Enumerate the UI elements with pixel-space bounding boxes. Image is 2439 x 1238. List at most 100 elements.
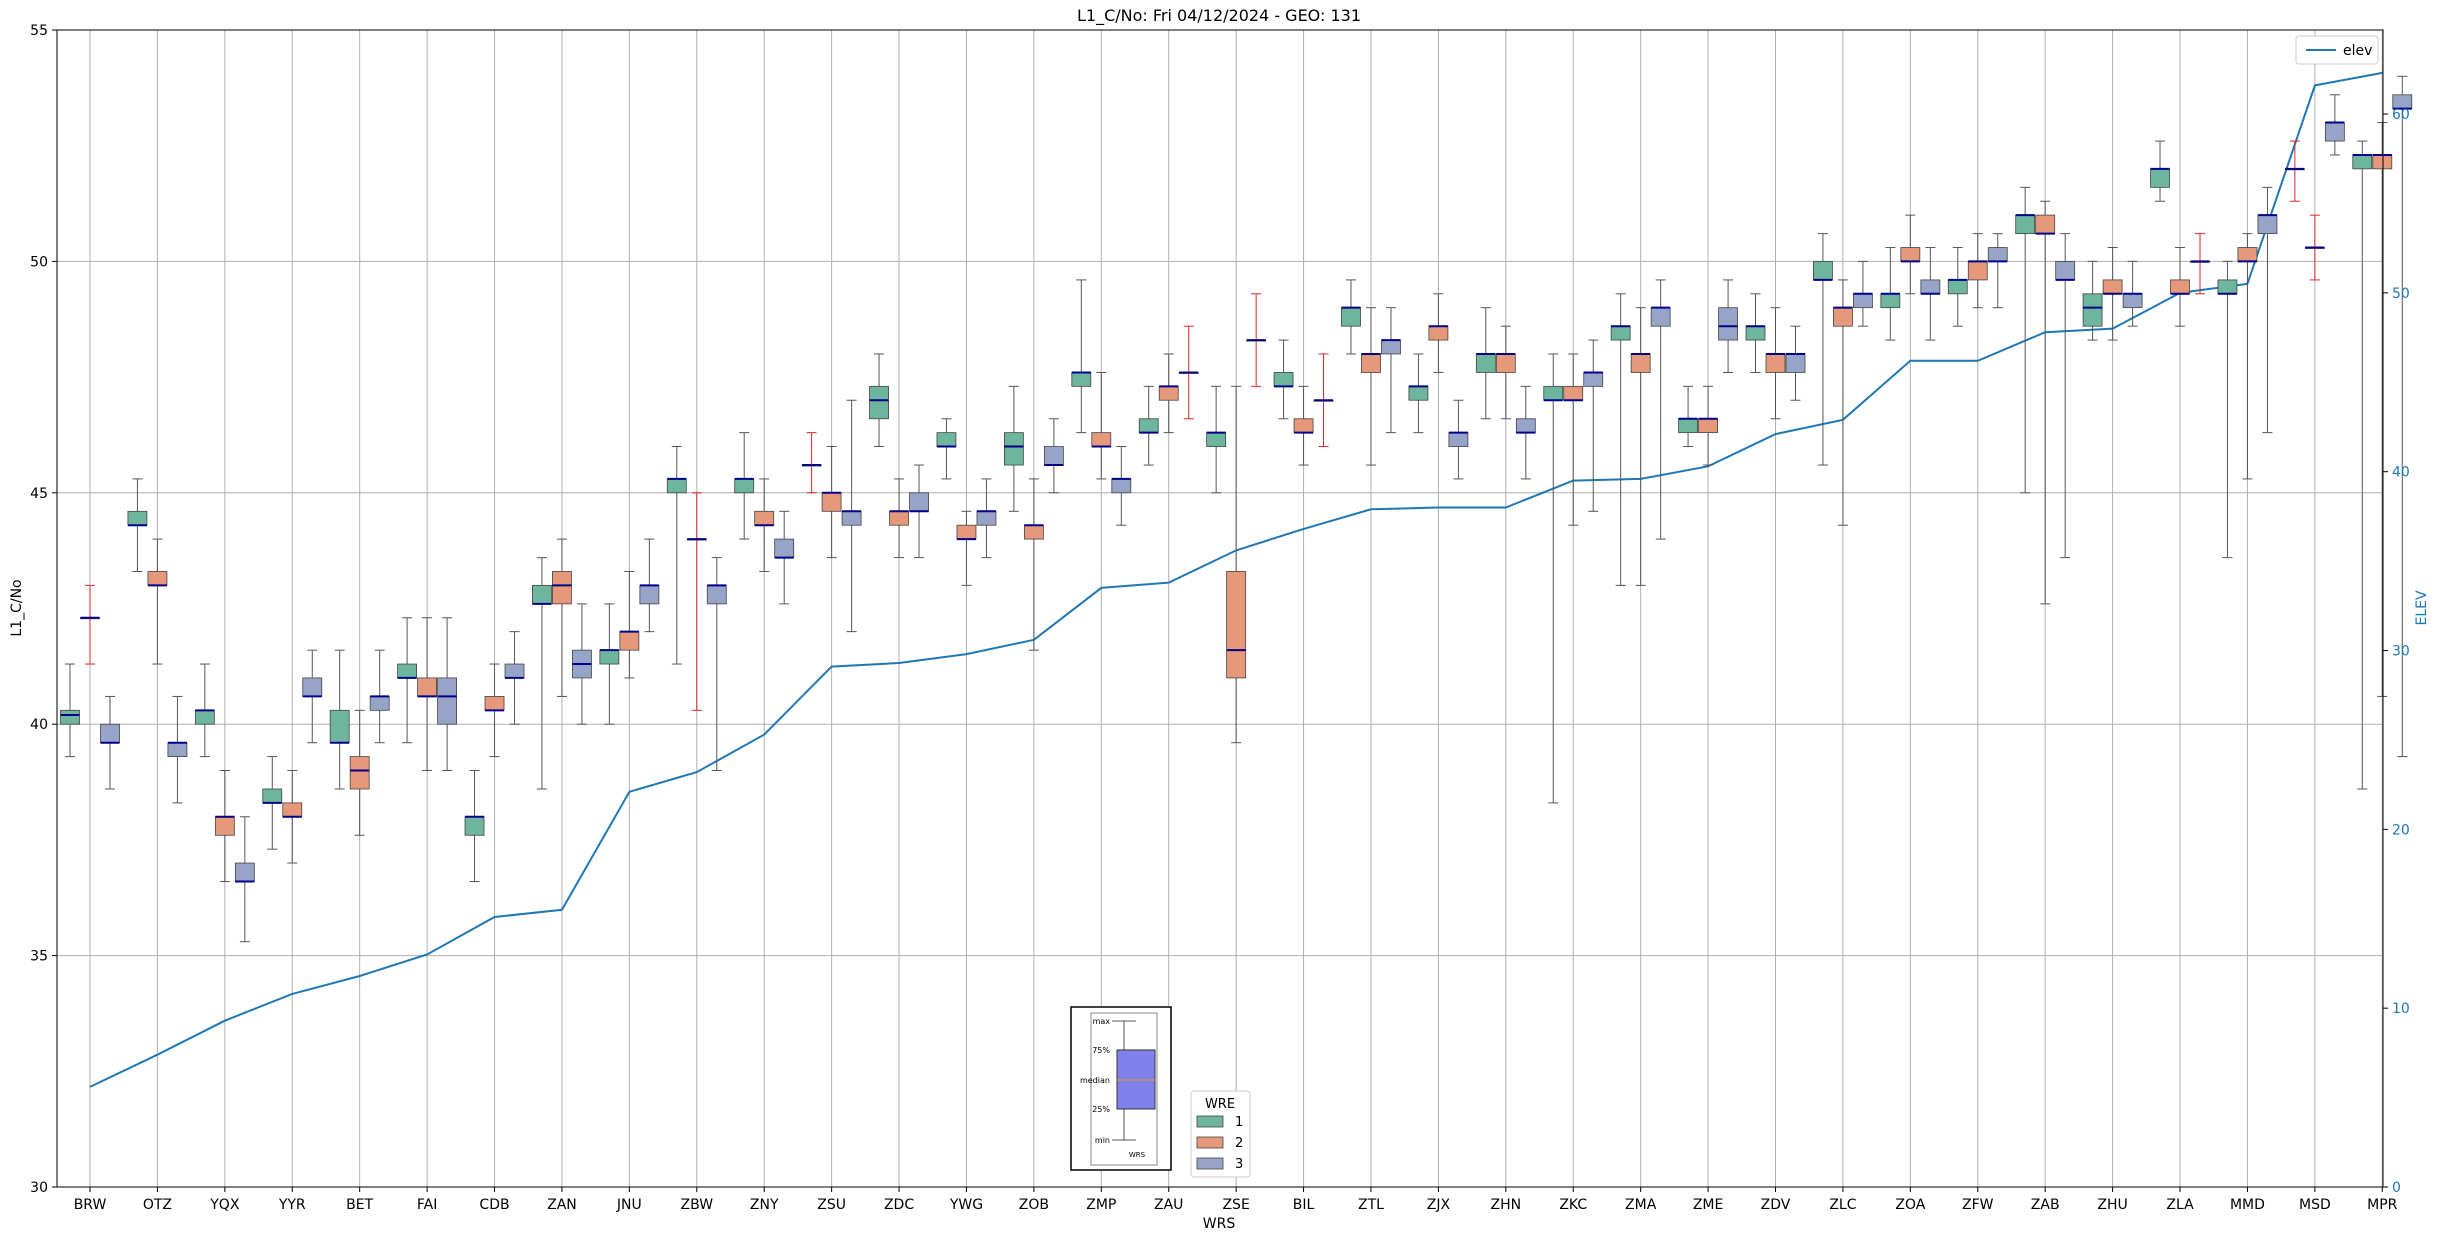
x-tick-label: ZKC (1559, 1197, 1587, 1213)
y2-tick-label: 50 (2392, 286, 2410, 302)
box-body (2122, 293, 2143, 309)
x-tick-label: ZSU (817, 1197, 846, 1213)
box-yyr-wre2 (282, 769, 303, 864)
box-jnu-wre3 (639, 538, 660, 633)
wre-legend-label-3: 3 (1235, 1157, 1243, 1172)
box-zhu-wre1 (2082, 260, 2103, 341)
box-body (504, 663, 525, 679)
box-body (936, 432, 957, 447)
box-zbw-wre3 (706, 557, 727, 771)
box-yqx-wre3 (234, 816, 255, 943)
box-zhu-wre2 (2102, 247, 2123, 341)
box-body (484, 696, 505, 711)
box-jnu-wre1 (599, 603, 620, 725)
box-zme-wre1 (1678, 385, 1698, 448)
box-zsu-wre3 (841, 399, 862, 633)
box-zlc-wre3 (1853, 260, 1873, 327)
box-zau-wre1 (1138, 385, 1159, 466)
box-bil-wre2 (1293, 385, 1314, 466)
box-zdc-wre1 (869, 353, 889, 448)
box-body (1563, 385, 1584, 401)
box-zdc-wre2 (889, 478, 909, 559)
box-body (1158, 385, 1179, 401)
box-zob-wre2 (1023, 478, 1044, 651)
box-body (2324, 122, 2345, 142)
box-ywg-wre2 (956, 510, 977, 586)
inset-label-q3: 75% (1092, 1046, 1110, 1055)
box-cdb-wre1 (464, 769, 485, 883)
x-tick-label: ZHU (2097, 1197, 2127, 1213)
x-tick-label: ZNY (750, 1197, 779, 1213)
x-tick-label: YWG (949, 1197, 983, 1213)
inset-label-min: min (1095, 1136, 1110, 1145)
boxes (60, 75, 2413, 943)
box-ztl-wre3 (1381, 307, 1401, 434)
x-tick-label: BET (346, 1197, 373, 1213)
x-tick-label: MSD (2299, 1197, 2331, 1213)
box-brw-wre2 (80, 584, 100, 665)
box-body (1853, 293, 1873, 309)
box-body (1630, 353, 1651, 373)
y-tick-label: 35 (30, 949, 48, 965)
box-zob-wre3 (1043, 418, 1064, 494)
box-otz-wre3 (167, 695, 188, 804)
box-ztl-wre2 (1361, 307, 1381, 466)
x-tick-label: ZTL (1358, 1197, 1384, 1213)
wre-legend: WRE 1 2 3 (1190, 1090, 1251, 1178)
box-zma-wre2 (1630, 307, 1651, 586)
box-zan-wre1 (532, 557, 552, 790)
x-tick-label: ZJX (1427, 1197, 1451, 1213)
box-fai-wre2 (417, 617, 438, 771)
box-yyr-wre3 (302, 649, 323, 744)
box-zhu-wre3 (2122, 260, 2143, 327)
box-otz-wre2 (147, 538, 168, 665)
box-body (1381, 339, 1401, 355)
box-zny-wre1 (734, 432, 755, 540)
box-zoa-wre2 (1900, 214, 1921, 295)
box-body (1448, 432, 1469, 447)
y2-axis-label: ELEV (2414, 590, 2430, 625)
box-zab-wre3 (2055, 233, 2076, 559)
box-zmp-wre2 (1091, 371, 1112, 480)
box-body (397, 663, 418, 679)
box-msd-wre1 (2284, 140, 2305, 202)
box-body (417, 677, 438, 697)
box-body (2372, 154, 2393, 170)
box-body (1718, 307, 1738, 341)
box-zbw-wre2 (686, 492, 707, 711)
y2-tick-label: 40 (2392, 465, 2410, 481)
box-body (1610, 325, 1631, 341)
box-body (1583, 372, 1604, 387)
y2-tick-label: 60 (2392, 107, 2410, 123)
box-bil-wre3 (1313, 353, 1334, 448)
box-body (1920, 279, 1941, 295)
box-body (1678, 418, 1698, 434)
box-body (369, 696, 390, 711)
box-mmd-wre2 (2237, 233, 2258, 480)
box-body (1003, 432, 1024, 466)
box-body (194, 709, 215, 725)
box-zan-wre2 (552, 538, 572, 697)
box-zse-wre3 (1246, 293, 1267, 387)
wre-legend-label-2: 2 (1235, 1136, 1243, 1151)
box-body (1475, 353, 1496, 373)
box-fai-wre3 (437, 617, 458, 771)
x-tick-label: ZMP (1086, 1197, 1116, 1213)
box-fai-wre1 (397, 617, 418, 744)
box-body (167, 742, 188, 757)
box-body (329, 709, 350, 744)
box-body (619, 631, 640, 651)
axes: 30 35 40 45 50 55 0 10 20 30 40 50 60 BRW OTZ YQX YYR BET… (30, 23, 2410, 1213)
box-body (841, 510, 862, 526)
box-zdv-wre3 (1785, 325, 1806, 401)
x-tick-label: MPR (2367, 1197, 2398, 1213)
x-tick-label: OTZ (143, 1197, 172, 1213)
box-bil-wre1 (1273, 339, 1294, 420)
x-tick-label: ZBW (681, 1197, 714, 1213)
box-zdv-wre1 (1745, 293, 1766, 373)
box-cdb-wre2 (484, 663, 505, 758)
x-tick-label: BRW (74, 1197, 107, 1213)
box-bet-wre3 (369, 649, 390, 744)
box-body (2170, 279, 2190, 295)
box-mpr-wre2 (2372, 122, 2393, 697)
